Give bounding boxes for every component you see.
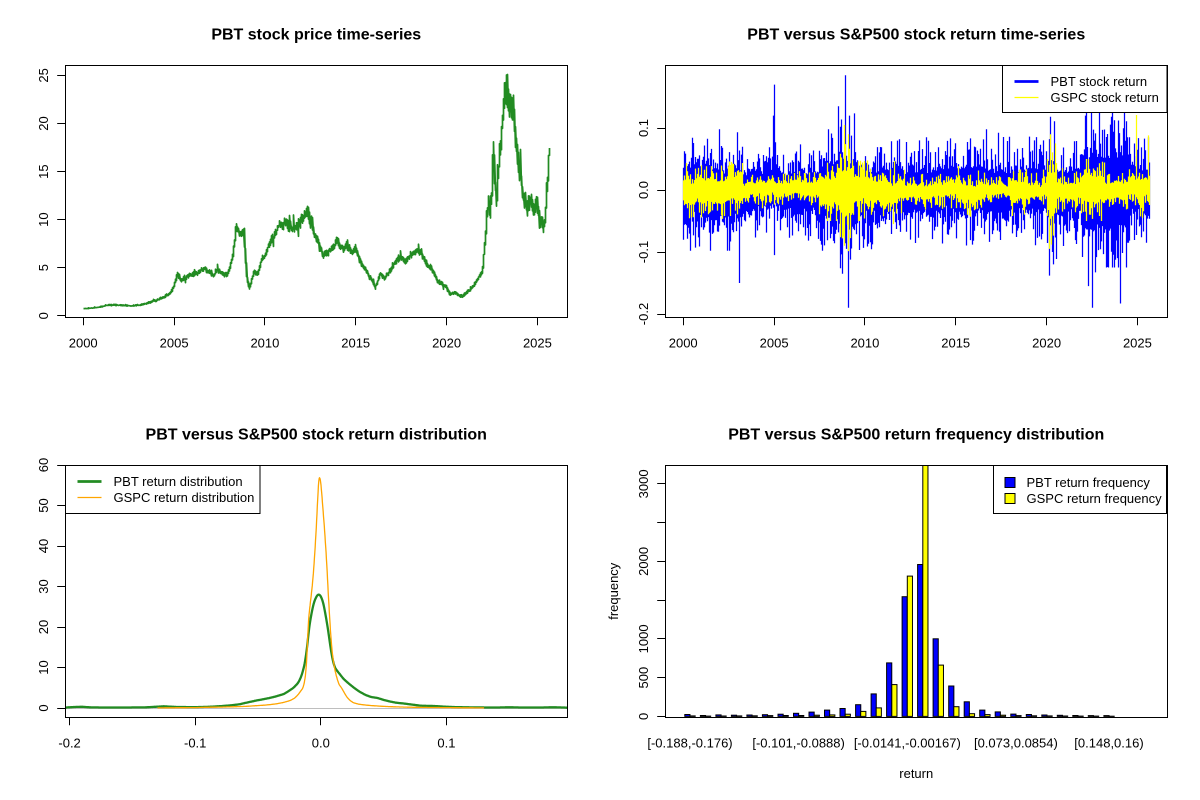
svg-text:-0.2: -0.2 bbox=[636, 303, 651, 325]
svg-text:10: 10 bbox=[36, 212, 51, 226]
svg-text:2025: 2025 bbox=[1123, 336, 1152, 351]
svg-text:2015: 2015 bbox=[941, 336, 970, 351]
svg-text:2015: 2015 bbox=[341, 336, 370, 351]
svg-text:15: 15 bbox=[36, 164, 51, 178]
svg-text:GSPC return frequency: GSPC return frequency bbox=[1027, 491, 1163, 506]
svg-text:2005: 2005 bbox=[160, 336, 189, 351]
svg-text:0.0: 0.0 bbox=[312, 736, 330, 751]
svg-text:PBT versus S&P500 stock return: PBT versus S&P500 stock return distribut… bbox=[146, 427, 487, 444]
svg-text:PBT stock price time-series: PBT stock price time-series bbox=[211, 27, 421, 44]
svg-text:-0.1: -0.1 bbox=[636, 241, 651, 263]
svg-text:2020: 2020 bbox=[432, 336, 461, 351]
svg-text:3000: 3000 bbox=[636, 469, 651, 498]
svg-text:-0.2: -0.2 bbox=[58, 736, 80, 751]
svg-text:5: 5 bbox=[36, 264, 51, 271]
svg-text:GSPC stock return: GSPC stock return bbox=[1051, 90, 1159, 105]
svg-text:25: 25 bbox=[36, 68, 51, 82]
svg-text:30: 30 bbox=[36, 579, 51, 593]
svg-text:2000: 2000 bbox=[636, 547, 651, 576]
svg-text:2010: 2010 bbox=[850, 336, 879, 351]
svg-text:-0.1: -0.1 bbox=[184, 736, 206, 751]
svg-text:frequency: frequency bbox=[606, 562, 621, 620]
svg-text:0.1: 0.1 bbox=[437, 736, 455, 751]
svg-text:500: 500 bbox=[636, 667, 651, 689]
svg-text:0: 0 bbox=[36, 312, 51, 319]
svg-text:PBT stock return: PBT stock return bbox=[1051, 74, 1148, 89]
svg-text:2025: 2025 bbox=[523, 336, 552, 351]
svg-text:[0.073,0.0854): [0.073,0.0854) bbox=[974, 736, 1058, 751]
svg-text:2005: 2005 bbox=[760, 336, 789, 351]
svg-text:0: 0 bbox=[36, 704, 51, 711]
svg-text:PBT return distribution: PBT return distribution bbox=[114, 474, 243, 489]
svg-text:60: 60 bbox=[36, 458, 51, 472]
svg-text:50: 50 bbox=[36, 498, 51, 512]
svg-text:PBT return frequency: PBT return frequency bbox=[1027, 475, 1151, 490]
svg-text:0.1: 0.1 bbox=[636, 119, 651, 137]
svg-text:0.0: 0.0 bbox=[636, 181, 651, 199]
svg-text:40: 40 bbox=[36, 539, 51, 553]
svg-text:2010: 2010 bbox=[250, 336, 279, 351]
svg-text:PBT versus S&P500 return frequ: PBT versus S&P500 return frequency distr… bbox=[728, 427, 1104, 444]
svg-text:20: 20 bbox=[36, 116, 51, 130]
svg-text:[-0.188,-0.176): [-0.188,-0.176) bbox=[647, 736, 732, 751]
svg-text:2000: 2000 bbox=[69, 336, 98, 351]
svg-text:return: return bbox=[899, 766, 933, 781]
svg-text:10: 10 bbox=[36, 660, 51, 674]
svg-text:PBT versus S&P500 stock return: PBT versus S&P500 stock return time-seri… bbox=[747, 27, 1085, 44]
svg-text:2000: 2000 bbox=[669, 336, 698, 351]
svg-text:[-0.101,-0.0888): [-0.101,-0.0888) bbox=[752, 736, 845, 751]
svg-text:0: 0 bbox=[636, 713, 651, 720]
svg-text:2020: 2020 bbox=[1032, 336, 1061, 351]
svg-text:GSPC return distribution: GSPC return distribution bbox=[114, 490, 255, 505]
svg-text:[0.148,0.16): [0.148,0.16) bbox=[1074, 736, 1143, 751]
svg-text:1000: 1000 bbox=[636, 624, 651, 653]
svg-text:20: 20 bbox=[36, 620, 51, 634]
svg-text:[-0.0141,-0.00167): [-0.0141,-0.00167) bbox=[854, 736, 961, 751]
